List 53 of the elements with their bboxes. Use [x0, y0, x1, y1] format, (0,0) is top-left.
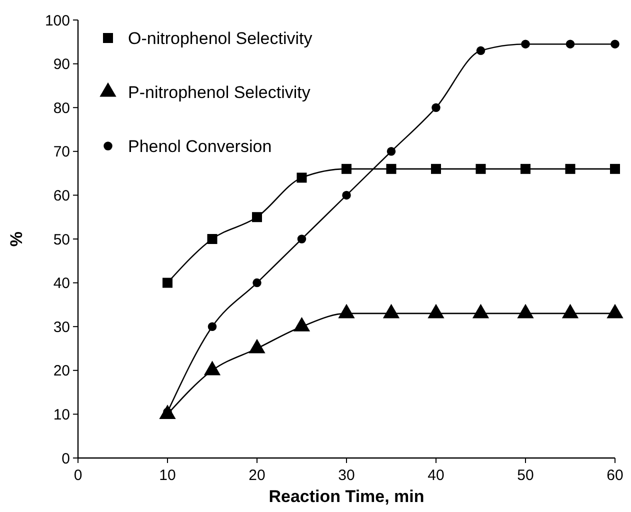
point: [562, 304, 579, 318]
y-tick-label: 20: [53, 362, 70, 380]
point: [204, 360, 221, 376]
point: [520, 164, 530, 174]
point: [252, 278, 262, 288]
x-axis-title: Reaction Time, min: [268, 487, 424, 506]
point: [431, 164, 441, 174]
y-axis-title: %: [7, 231, 26, 247]
legend-label: Phenol Conversion: [128, 136, 272, 156]
x-tick-label: 20: [248, 467, 266, 484]
point: [296, 172, 307, 183]
point: [342, 190, 351, 200]
y-tick-label: 50: [53, 231, 70, 248]
point: [476, 164, 486, 174]
x-tick-label: 10: [159, 467, 176, 484]
point: [382, 304, 400, 318]
point: [606, 304, 624, 318]
x-tick-label: 0: [74, 467, 82, 484]
point: [521, 40, 530, 48]
point: [297, 234, 306, 244]
point: [565, 164, 576, 174]
point: [338, 304, 355, 318]
y-tick-label: 100: [44, 12, 70, 30]
y-tick-label: 30: [53, 318, 70, 336]
x-tick-label: 60: [606, 467, 624, 484]
x-tick-label: 30: [338, 467, 355, 484]
y-tick-label: 10: [53, 406, 70, 424]
point: [293, 316, 310, 332]
point: [610, 40, 620, 48]
point: [162, 278, 172, 288]
y-tick-label: 70: [53, 144, 70, 161]
y-tick-label: 60: [53, 187, 70, 204]
point: [476, 46, 486, 56]
y-tick-label: 80: [53, 100, 70, 117]
y-tick-label: 90: [53, 56, 70, 74]
point: [472, 304, 490, 318]
point: [566, 40, 575, 48]
x-tick-label: 50: [517, 467, 534, 484]
point: [428, 304, 444, 318]
x-tick-label: 40: [428, 467, 444, 484]
point: [248, 338, 266, 354]
legend-label: P-nitrophenol Selectivity: [128, 82, 311, 102]
legend-label: O-nitrophenol Selectivity: [128, 28, 313, 48]
point: [252, 212, 262, 222]
point: [342, 164, 352, 174]
y-tick-label: 40: [53, 275, 70, 292]
point: [386, 164, 396, 174]
point: [207, 234, 218, 244]
point: [610, 164, 620, 174]
point: [386, 147, 396, 156]
y-tick-label: 0: [62, 450, 70, 468]
point: [517, 304, 534, 318]
point: [432, 103, 440, 112]
